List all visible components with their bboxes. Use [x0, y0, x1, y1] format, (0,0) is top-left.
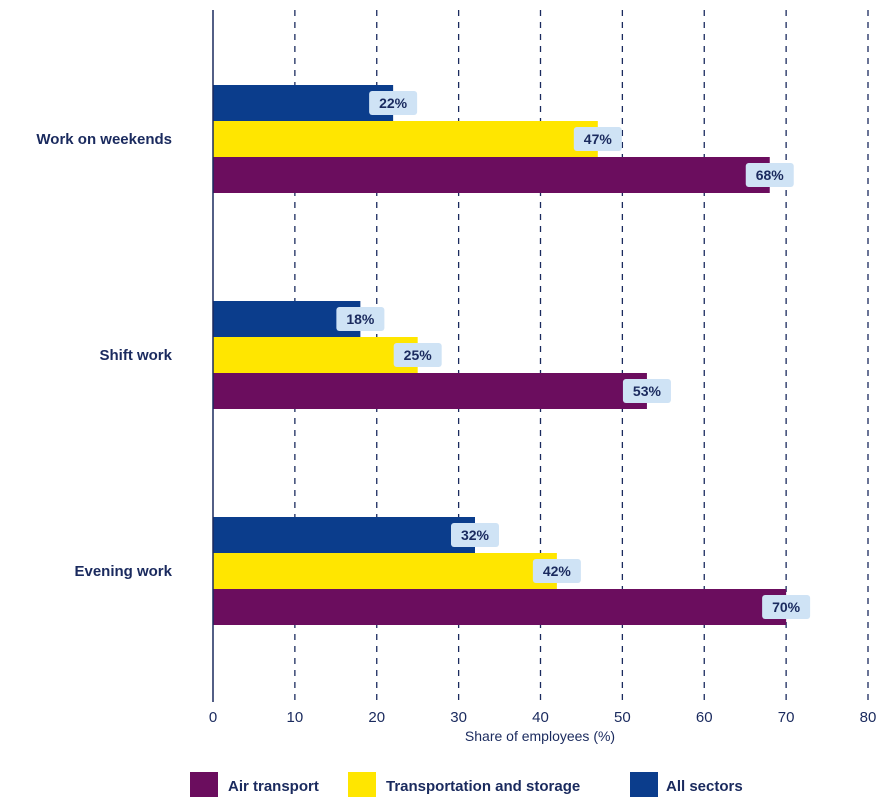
bar	[213, 157, 770, 193]
x-tick-label: 0	[209, 709, 217, 726]
bar	[213, 85, 394, 121]
bar	[213, 337, 418, 373]
x-tick-label: 60	[696, 709, 713, 726]
x-tick-labels: 0 10 20 30 40 50 60 70 80	[209, 709, 877, 726]
category-labels: Work on weekends Shift work Evening work	[36, 131, 172, 580]
bar	[213, 589, 787, 625]
bar	[213, 301, 361, 337]
data-label: 42%	[543, 563, 572, 579]
x-tick-label: 80	[860, 709, 877, 726]
legend-swatch	[348, 772, 376, 797]
data-label-box	[393, 343, 442, 367]
legend-swatch	[190, 772, 218, 797]
data-label: 53%	[633, 383, 662, 399]
legend-label: Air transport	[228, 778, 319, 795]
x-tick-label: 40	[532, 709, 549, 726]
x-tick-label: 20	[368, 709, 385, 726]
data-label: 25%	[404, 347, 433, 363]
data-label: 18%	[346, 311, 375, 327]
data-label-box	[745, 163, 794, 187]
x-axis-label: Share of employees (%)	[465, 728, 615, 744]
bar	[213, 517, 475, 553]
data-label: 68%	[756, 167, 785, 183]
x-tick-label: 70	[778, 709, 795, 726]
data-label-box	[369, 91, 418, 115]
legend-label: Transportation and storage	[386, 778, 580, 795]
legend-label: All sectors	[666, 778, 743, 795]
bar	[213, 553, 557, 589]
data-label-box	[573, 127, 622, 151]
bars	[213, 85, 787, 625]
bar	[213, 373, 647, 409]
bar	[213, 121, 598, 157]
x-tick-label: 50	[614, 709, 631, 726]
legend-swatch	[630, 772, 658, 797]
data-label: 70%	[772, 599, 801, 615]
data-label: 32%	[461, 527, 490, 543]
x-tick-label: 10	[287, 709, 304, 726]
data-label: 47%	[584, 131, 613, 147]
data-label-box	[336, 307, 385, 331]
category-label: Work on weekends	[36, 131, 172, 148]
data-label-box	[622, 379, 671, 403]
data-label-box	[532, 559, 581, 583]
legend: Air transport Transportation and storage A…	[190, 772, 743, 797]
category-label: Evening work	[74, 563, 172, 580]
category-label: Shift work	[99, 347, 172, 364]
data-label-box	[451, 523, 499, 547]
data-label: 22%	[379, 95, 408, 111]
data-labels: 22% 47% 68% 18% 25% 53% 32% 42% 70%	[336, 91, 811, 619]
x-tick-label: 30	[450, 709, 467, 726]
data-label-box	[762, 595, 811, 619]
